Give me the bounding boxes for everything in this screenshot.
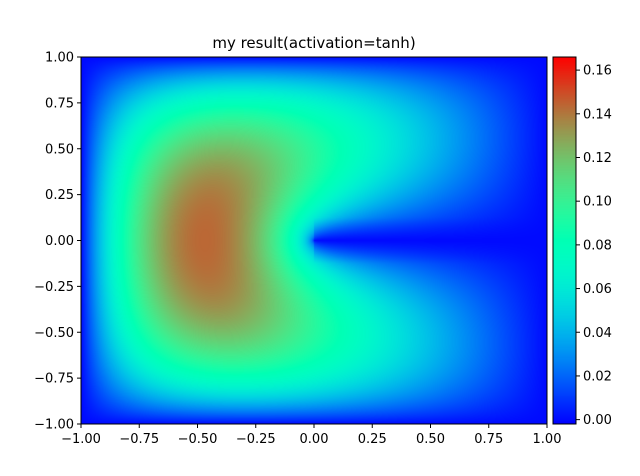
colorbar-tick-label: 0.04 xyxy=(583,326,612,341)
colorbar-tick-label: 0.00 xyxy=(583,413,612,428)
colorbar-tick-label: 0.06 xyxy=(583,282,612,297)
x-tick-label: 0.50 xyxy=(416,432,445,447)
y-tick-label: −1.00 xyxy=(34,418,74,433)
x-tick-label: 0.75 xyxy=(474,432,503,447)
x-tick-label: −0.50 xyxy=(178,432,218,447)
y-axis-ticks: −1.00 −0.75 −0.50 −0.25 0.00 0.25 0.50 0.75 1.00 xyxy=(34,51,81,433)
chart-title: my result(activation=tanh) xyxy=(212,34,415,52)
x-tick-label: 1.00 xyxy=(533,432,562,447)
colorbar-tick-label: 0.16 xyxy=(583,64,612,79)
y-tick-label: 0.00 xyxy=(45,234,74,249)
y-tick-label: 0.25 xyxy=(45,188,74,203)
colorbar-tick-label: 0.02 xyxy=(583,369,612,384)
y-tick-label: −0.50 xyxy=(34,326,74,341)
colorbar-tick-label: 0.08 xyxy=(583,238,612,253)
heatmap-image xyxy=(81,57,547,424)
colorbar-tick-label: 0.12 xyxy=(583,151,612,166)
plot-frame xyxy=(80,56,548,425)
colorbar-tick-label: 0.14 xyxy=(583,107,612,122)
x-tick-label: −1.00 xyxy=(61,432,101,447)
y-tick-label: 0.75 xyxy=(45,96,74,111)
y-tick-label: 0.50 xyxy=(45,142,74,157)
colorbar-frame xyxy=(552,56,577,425)
x-tick-label: −0.25 xyxy=(236,432,276,447)
colorbar-gradient xyxy=(553,57,576,424)
x-tick-label: 0.00 xyxy=(300,432,329,447)
x-axis-ticks: −1.00 −0.75 −0.50 −0.25 0.00 0.25 0.50 0.75 1.00 xyxy=(61,424,561,447)
x-tick-label: 0.25 xyxy=(358,432,387,447)
y-tick-label: −0.25 xyxy=(34,280,74,295)
x-tick-label: −0.75 xyxy=(119,432,159,447)
colorbar-tick-label: 0.10 xyxy=(583,195,612,210)
colorbar-ticks: 0.00 0.02 0.04 0.06 0.08 0.10 0.12 0.14 0.16 xyxy=(576,64,612,428)
y-tick-label: 1.00 xyxy=(45,51,74,66)
y-tick-label: −0.75 xyxy=(34,372,74,387)
